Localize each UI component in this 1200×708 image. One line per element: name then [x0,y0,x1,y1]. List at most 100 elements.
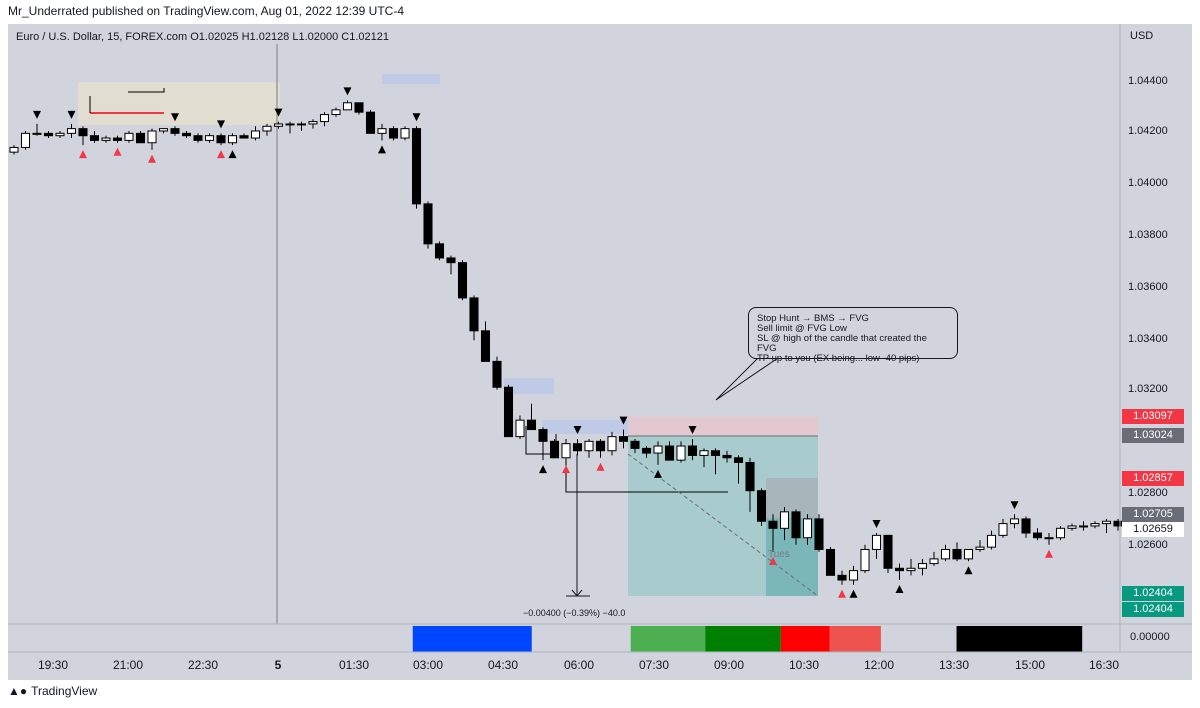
candle-body [354,102,364,113]
indicator-segment [705,626,781,652]
indicator-layer [8,24,1192,653]
y-tick: 1.04000 [1128,177,1168,189]
candle-body [1090,523,1100,527]
candle-body [848,570,859,581]
candle-body [503,386,514,438]
projection-line [627,453,819,597]
candle-body [78,128,88,137]
candle-body [871,534,882,550]
swing-low-marker [895,585,904,594]
x-tick: 15:00 [1014,658,1046,672]
swing-low-marker [148,154,156,163]
annotation-callout: Stop Hunt → BMS → FVG Sell limit @ FVG L… [748,307,958,364]
swing-low-marker [964,566,973,575]
candle-body [906,567,916,572]
candle-body [285,123,295,126]
candle-body [158,128,169,132]
swing-low-marker [539,465,547,474]
swing-high-marker [688,425,697,434]
price-badge-last: 1.02659 [1122,522,1184,537]
candle-body [124,132,134,141]
candle-body [986,534,997,548]
candle-body [860,548,870,572]
x-tick: 03:00 [412,658,444,672]
candle-body [457,262,468,299]
candle-body [768,520,778,529]
candle-body [814,518,824,550]
callout-line: Stop Hunt → BMS → FVG [757,313,869,324]
candle-body [20,132,31,148]
candle-body [825,548,836,576]
y-tick: 1.04400 [1128,75,1168,87]
candle-body [779,511,790,529]
currency-label: USD [1130,30,1154,42]
candle-body [170,128,180,134]
x-tick: 22:30 [187,658,219,672]
indicator-segment [412,626,532,652]
candle-body [802,518,813,539]
candle-body [308,121,318,125]
measure-arrowhead [571,589,583,597]
swing-high-marker [67,110,76,119]
swing-low-marker [217,150,225,159]
candles-layer [9,100,1123,585]
x-tick: 10:30 [788,658,820,672]
swing-high-marker [1010,501,1019,510]
fvg-box-3 [542,420,632,434]
candle-body [998,523,1008,536]
candle-body [204,135,215,141]
candle-body [434,243,445,259]
markers-layer [33,87,1053,598]
session-label: Tues [768,549,790,560]
x-tick: 5 [274,658,282,672]
candle-body [618,436,629,442]
candle-body [653,445,663,454]
y-tick: 1.04200 [1128,125,1168,137]
swing-low-marker [596,462,605,471]
candle-body [480,330,491,362]
candle-body [952,548,962,560]
x-tick: 21:00 [112,658,144,672]
indicator-segment [829,626,881,652]
tradingview-logo-icon: ▲● [8,684,28,698]
swing-low-marker [228,150,237,159]
price-badge-entry: 1.03024 [1122,428,1184,443]
candle-body [1044,537,1054,540]
candle-body [250,130,261,139]
y-tick: 1.02800 [1128,487,1168,499]
candle-body [296,123,307,126]
grey-zone [766,478,818,518]
candle-body [112,137,123,141]
fvg-box-2 [504,378,554,394]
candle-body [239,135,249,139]
candle-body [319,114,330,123]
candle-body [572,443,583,452]
candle-body [273,123,284,127]
x-tick: 01:30 [338,658,370,672]
candle-body [227,135,238,144]
swing-low-marker [849,589,858,598]
swing-low-marker [113,147,122,156]
x-tick: 04:30 [487,658,519,672]
footer-brand: ▲● TradingView [8,684,97,698]
callout-line: Sell limit @ FVG Low [757,323,847,334]
candle-body [975,546,985,550]
swing-high-marker [343,87,352,96]
candle-body [630,440,640,449]
candle-body [1101,520,1112,525]
price-badge-tp-2: 1.02404 [1122,602,1184,617]
candle-body [676,445,686,461]
candle-body [515,419,525,438]
candle-body [1009,518,1020,525]
indicator-zero-label: 0.00000 [1130,631,1170,643]
swing-high-marker [217,120,225,129]
structure-line-2 [128,88,165,93]
candle-body [722,454,732,459]
y-tick: 1.03600 [1128,281,1168,293]
candle-body [561,443,571,459]
swing-low-marker [654,469,662,478]
candle-body [377,128,387,134]
candle-body [1078,525,1089,528]
indicator-segment [780,626,830,652]
